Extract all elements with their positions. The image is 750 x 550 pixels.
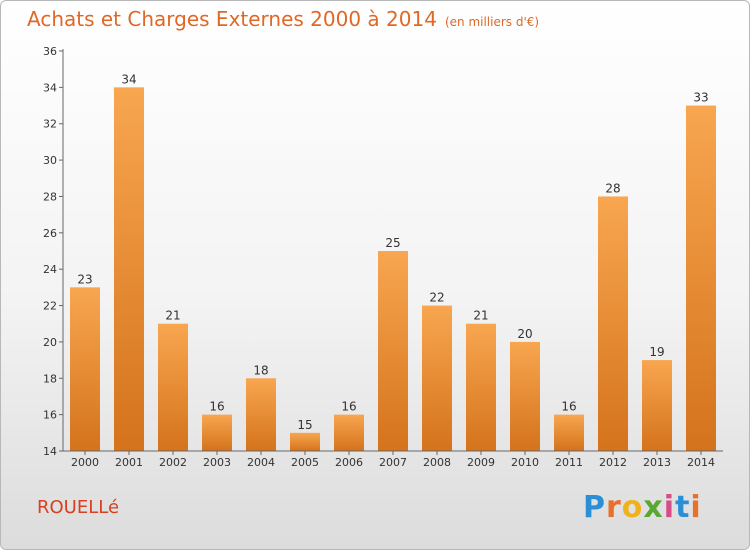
bar-2003 xyxy=(202,414,232,451)
value-label-2013: 19 xyxy=(649,345,664,359)
x-tick-label-2012: 2012 xyxy=(599,456,627,469)
y-tick-label: 28 xyxy=(43,190,57,203)
bar-2007 xyxy=(378,251,408,451)
value-label-2003: 16 xyxy=(209,400,224,414)
x-tick-label-2003: 2003 xyxy=(203,456,231,469)
bar-2009 xyxy=(466,323,496,451)
value-label-2011: 16 xyxy=(561,400,576,414)
x-tick-label-2000: 2000 xyxy=(71,456,99,469)
y-tick-label: 16 xyxy=(43,409,57,422)
value-label-2004: 18 xyxy=(253,363,268,377)
x-tick-label-2005: 2005 xyxy=(291,456,319,469)
x-tick-label-2006: 2006 xyxy=(335,456,363,469)
x-tick-label-2002: 2002 xyxy=(159,456,187,469)
value-label-2000: 23 xyxy=(77,272,92,286)
bar-2013 xyxy=(642,360,672,451)
x-tick-label-2010: 2010 xyxy=(511,456,539,469)
value-label-2005: 15 xyxy=(297,418,312,432)
chart-subtitle: (en milliers d'€) xyxy=(444,15,540,29)
y-tick-label: 20 xyxy=(43,336,57,349)
value-label-2010: 20 xyxy=(517,327,532,341)
value-label-2014: 33 xyxy=(693,91,708,105)
x-tick-label-2007: 2007 xyxy=(379,456,407,469)
y-tick-label: 26 xyxy=(43,227,57,240)
value-label-2006: 16 xyxy=(341,400,356,414)
value-label-2002: 21 xyxy=(165,309,180,323)
logo-letter: x xyxy=(643,490,664,525)
x-tick-label-2009: 2009 xyxy=(467,456,495,469)
value-label-2009: 21 xyxy=(473,309,488,323)
y-tick-label: 18 xyxy=(43,372,57,385)
y-tick-label: 30 xyxy=(43,154,57,167)
town-name: ROUELLé xyxy=(37,497,120,518)
x-tick-label-2008: 2008 xyxy=(423,456,451,469)
bar-2006 xyxy=(334,414,364,451)
logo-letter: i xyxy=(690,490,702,525)
bar-2008 xyxy=(422,305,452,451)
bar-2004 xyxy=(246,378,276,451)
bar-2002 xyxy=(158,323,188,451)
y-tick-label: 36 xyxy=(43,45,57,58)
bar-2001 xyxy=(114,87,144,451)
bar-2014 xyxy=(686,105,716,451)
chart-title-text: Achats et Charges Externes 2000 à 2014 xyxy=(27,7,437,31)
x-tick-label-2011: 2011 xyxy=(555,456,583,469)
y-tick-label: 14 xyxy=(43,445,57,458)
logo-letter: o xyxy=(621,490,644,525)
y-tick-label: 34 xyxy=(43,81,57,94)
value-label-2012: 28 xyxy=(605,181,620,195)
bar-2011 xyxy=(554,414,584,451)
y-tick-label: 22 xyxy=(43,300,57,313)
proxiti-logo[interactable]: Proxiti xyxy=(583,490,702,525)
y-tick-label: 32 xyxy=(43,118,57,131)
x-tick-label-2013: 2013 xyxy=(643,456,671,469)
value-label-2001: 34 xyxy=(121,72,136,86)
bar-2010 xyxy=(510,341,540,451)
bar-2005 xyxy=(290,432,320,451)
x-tick-label-2004: 2004 xyxy=(247,456,275,469)
bar-2000 xyxy=(70,287,100,451)
y-tick-label: 24 xyxy=(43,263,57,276)
x-tick-label-2001: 2001 xyxy=(115,456,143,469)
logo-letter: i xyxy=(663,490,676,525)
x-tick-label-2014: 2014 xyxy=(687,456,715,469)
chart-title: Achats et Charges Externes 2000 à 2014 (e… xyxy=(27,7,539,31)
value-label-2008: 22 xyxy=(429,291,444,305)
value-label-2007: 25 xyxy=(385,236,400,250)
logo-letter: r xyxy=(606,490,622,525)
bar-2012 xyxy=(598,196,628,451)
logo-letter: P xyxy=(583,490,606,525)
logo-letter: t xyxy=(675,490,691,525)
